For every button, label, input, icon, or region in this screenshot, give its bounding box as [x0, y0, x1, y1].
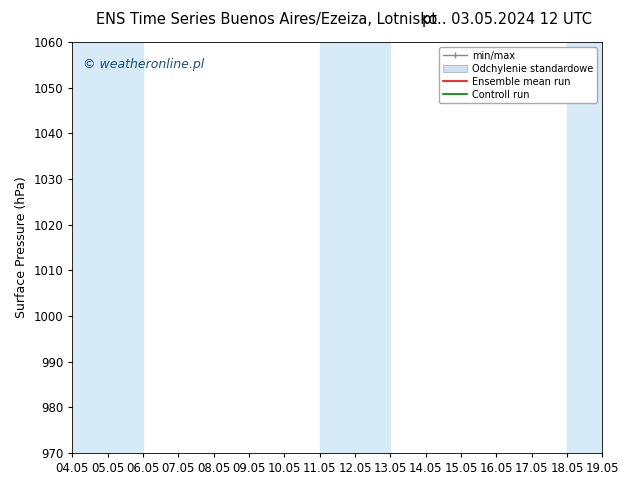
Bar [72, 42, 108, 453]
Text: © weatheronline.pl: © weatheronline.pl [83, 58, 204, 72]
Bar [355, 42, 391, 453]
Text: pt.. 03.05.2024 12 UTC: pt.. 03.05.2024 12 UTC [422, 12, 592, 27]
Bar [567, 42, 602, 453]
Bar [320, 42, 355, 453]
Bar [108, 42, 143, 453]
Legend: min/max, Odchylenie standardowe, Ensemble mean run, Controll run: min/max, Odchylenie standardowe, Ensembl… [439, 47, 597, 103]
Y-axis label: Surface Pressure (hPa): Surface Pressure (hPa) [15, 176, 28, 318]
Text: ENS Time Series Buenos Aires/Ezeiza, Lotnisko: ENS Time Series Buenos Aires/Ezeiza, Lot… [96, 12, 437, 27]
